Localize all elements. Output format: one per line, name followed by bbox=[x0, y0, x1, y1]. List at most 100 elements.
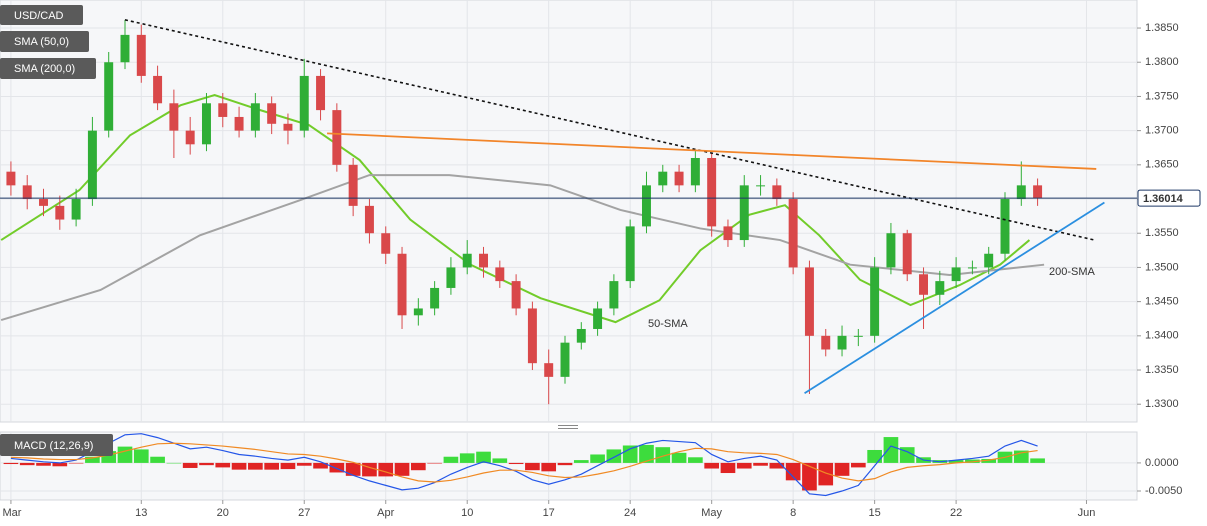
macd-histogram-bar bbox=[883, 437, 899, 463]
macd-histogram-bar bbox=[541, 462, 557, 472]
candle-body bbox=[22, 185, 32, 200]
macd-histogram-bar bbox=[573, 460, 589, 463]
macd-histogram-bar bbox=[394, 462, 410, 476]
candle-body bbox=[625, 226, 635, 282]
x-tick-label: 8 bbox=[790, 507, 796, 519]
legend-box bbox=[0, 5, 83, 25]
candle-body bbox=[250, 103, 260, 131]
macd-histogram-bar bbox=[117, 446, 133, 463]
y-tick-label: 1.3350 bbox=[1145, 364, 1179, 376]
legend-symbol: USD/CAD bbox=[14, 10, 64, 22]
macd-marks bbox=[3, 433, 1045, 497]
candle-body bbox=[316, 75, 326, 111]
candle-body bbox=[462, 253, 472, 268]
candle-body bbox=[185, 130, 195, 145]
candle-body bbox=[788, 199, 798, 268]
macd-histogram-bar bbox=[19, 462, 35, 466]
candle-body bbox=[707, 157, 717, 227]
macd-histogram-bar bbox=[182, 462, 198, 468]
candle-body bbox=[381, 233, 391, 254]
macd-histogram-bar bbox=[476, 451, 491, 463]
macd-histogram-bar bbox=[769, 462, 785, 469]
candle-body bbox=[984, 253, 994, 268]
legend-box bbox=[0, 31, 89, 52]
candle-body bbox=[690, 157, 700, 186]
macd-histogram-bar bbox=[981, 458, 997, 463]
signal-line bbox=[10, 442, 1038, 483]
x-tick-label: 13 bbox=[135, 507, 147, 519]
candle-body bbox=[299, 75, 309, 131]
macd-histogram-bar bbox=[802, 462, 817, 491]
y-tick-label: 1.3550 bbox=[1145, 227, 1179, 239]
sma-line bbox=[0, 94, 1031, 324]
macd-histogram-bar bbox=[525, 462, 540, 471]
x-tick-label: 17 bbox=[543, 507, 555, 519]
macd-histogram-bar bbox=[606, 449, 622, 463]
candle-body bbox=[120, 34, 130, 63]
legend-box bbox=[0, 434, 113, 456]
candle-body bbox=[55, 205, 65, 220]
legend-sma50: SMA (50,0) bbox=[14, 36, 69, 48]
y-tick-label: 1.3650 bbox=[1145, 159, 1179, 171]
candle-body bbox=[136, 34, 146, 76]
macd-histogram-bar bbox=[133, 449, 149, 463]
legend: USD/CAD SMA (50,0) SMA (200,0) MACD (12,… bbox=[0, 5, 113, 456]
macd-histogram-bar bbox=[264, 462, 279, 470]
macd-histogram-bar bbox=[590, 454, 605, 463]
macd-histogram-bar bbox=[427, 462, 442, 464]
candle-body bbox=[609, 281, 619, 309]
macd-histogram-bar bbox=[850, 462, 866, 468]
candle-body bbox=[902, 233, 912, 275]
panel-handle[interactable] bbox=[558, 425, 578, 429]
macd-histogram-bar bbox=[459, 453, 475, 463]
candle-body bbox=[364, 205, 374, 234]
macd-histogram-bar bbox=[345, 462, 361, 476]
candle-body bbox=[756, 185, 766, 187]
y-tick-label: 1.3800 bbox=[1145, 56, 1179, 68]
macd-histogram-bar bbox=[231, 462, 247, 470]
candle-body bbox=[527, 308, 537, 364]
macd-histogram-bar bbox=[36, 462, 51, 466]
x-tick-label: May bbox=[701, 507, 722, 519]
macd-histogram-bar bbox=[867, 449, 882, 463]
candle-body bbox=[723, 226, 733, 241]
candle-body bbox=[348, 164, 358, 206]
macd-histogram-bar bbox=[166, 462, 182, 464]
price-marks bbox=[0, 19, 1137, 405]
candle-body bbox=[479, 253, 488, 268]
macd-histogram-bar bbox=[443, 456, 459, 463]
y-tick-label: 1.3750 bbox=[1145, 90, 1179, 102]
y-tick-label: 1.3300 bbox=[1145, 398, 1179, 410]
sma200-annotation: 200-SMA bbox=[1049, 266, 1096, 278]
candle-body bbox=[837, 335, 847, 350]
x-tick-label: 15 bbox=[869, 507, 881, 519]
macd-histogram-bar bbox=[655, 447, 671, 463]
macd-histogram-bar bbox=[199, 462, 214, 466]
candle-body bbox=[87, 130, 97, 200]
candle-body bbox=[201, 103, 211, 145]
labels: Mar 13 20 27 Apr 10 17 24 May 8 15 22 Jun 1.3300 1.335… bbox=[3, 22, 1201, 519]
macd-histogram-bar bbox=[492, 458, 508, 463]
candle-body bbox=[772, 185, 782, 200]
macd-histogram-bar bbox=[508, 462, 524, 465]
candle-body bbox=[430, 287, 440, 309]
macd-histogram-bar bbox=[622, 445, 638, 463]
candle-body bbox=[1016, 185, 1026, 200]
x-tick-label: 10 bbox=[461, 507, 473, 519]
macd-histogram-bar bbox=[68, 462, 84, 464]
candle-body bbox=[511, 281, 521, 309]
macd-histogram-bar bbox=[639, 444, 654, 463]
macd-histogram-bar bbox=[1030, 458, 1045, 463]
candle-body bbox=[853, 335, 863, 337]
candle-body bbox=[495, 267, 505, 282]
candle-body bbox=[821, 335, 831, 350]
candle-body bbox=[104, 62, 114, 131]
candle-body bbox=[267, 103, 277, 124]
macd-tick-label: 0.0000 bbox=[1145, 457, 1179, 469]
macd-histogram-bar bbox=[688, 457, 703, 463]
candle-body bbox=[218, 103, 228, 117]
candle-body bbox=[544, 363, 554, 377]
candle-body bbox=[1000, 199, 1010, 254]
candle-body bbox=[804, 267, 814, 336]
x-tick-label: Apr bbox=[377, 507, 394, 519]
